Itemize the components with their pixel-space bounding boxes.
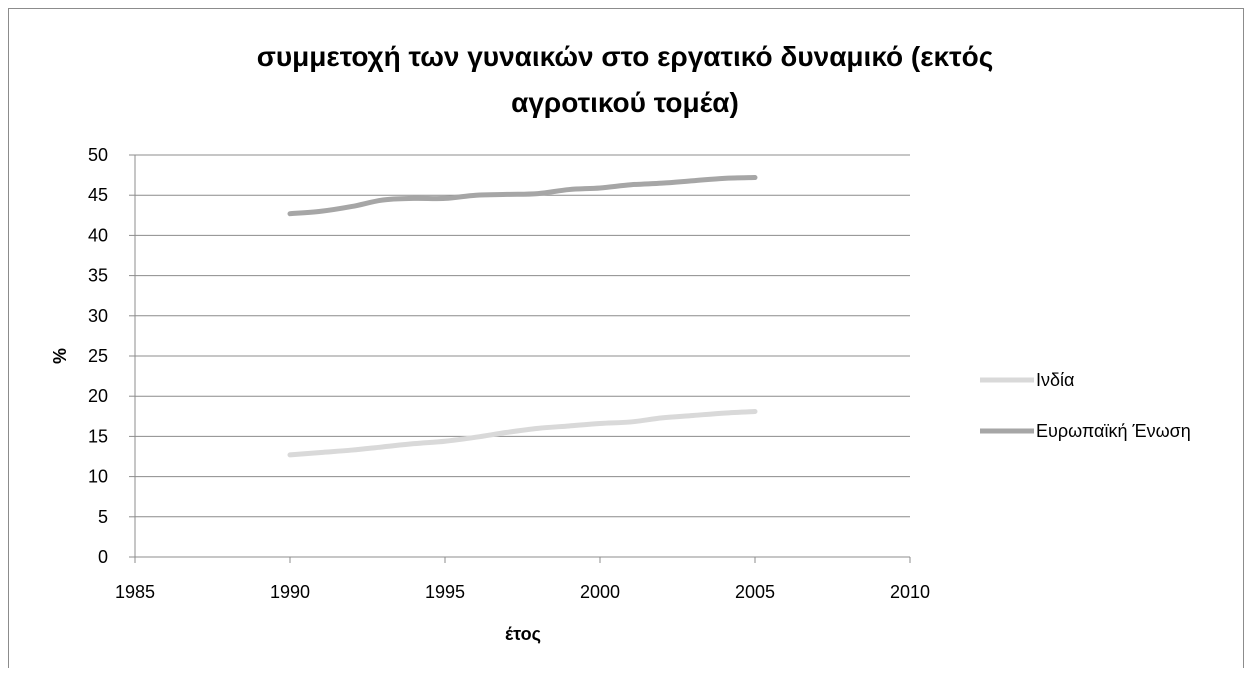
- legend-label-2: Ευρωπαϊκή Ένωση: [1036, 421, 1191, 441]
- y-axis-title: %: [50, 348, 70, 364]
- y-tick-label: 5: [98, 507, 108, 527]
- x-tick-label: 2005: [735, 582, 775, 602]
- y-tick-label: 20: [88, 386, 108, 406]
- y-tick-label: 25: [88, 346, 108, 366]
- y-tick-label: 50: [88, 145, 108, 165]
- y-tick-label: 30: [88, 306, 108, 326]
- gridlines: [135, 154, 910, 518]
- chart-title-line-1: συμμετοχή των γυναικών στο εργατικό δυνα…: [257, 41, 994, 72]
- chart-title-line-2: αγροτικού τομέα): [511, 87, 739, 118]
- legend-label-1: Ινδία: [1036, 370, 1074, 390]
- y-tick-label: 15: [88, 426, 108, 446]
- y-tick-label: 40: [88, 225, 108, 245]
- y-tick-label: 10: [88, 467, 108, 487]
- y-axis-ticks: 0 5 10 15 20 25 30 35 40 45 50: [88, 145, 135, 567]
- x-tick-label: 2010: [890, 582, 930, 602]
- y-tick-label: 0: [98, 547, 108, 567]
- x-tick-label: 2000: [580, 582, 620, 602]
- y-tick-label: 35: [88, 266, 108, 286]
- series-line-1: [287, 408, 758, 458]
- x-axis-title: έτος: [505, 624, 541, 644]
- x-tick-label: 1990: [270, 582, 310, 602]
- chart-frame: [8, 8, 1244, 668]
- x-tick-label: 1995: [425, 582, 465, 602]
- series-lines: [287, 175, 758, 458]
- y-tick-label: 45: [88, 185, 108, 205]
- series-line-2: [287, 175, 758, 217]
- legend: Ινδία Ευρωπαϊκή Ένωση: [980, 370, 1191, 441]
- x-tick-label: 1985: [115, 582, 155, 602]
- x-axis-ticks: 1985 1990 1995 2000 2005 2010: [115, 557, 930, 602]
